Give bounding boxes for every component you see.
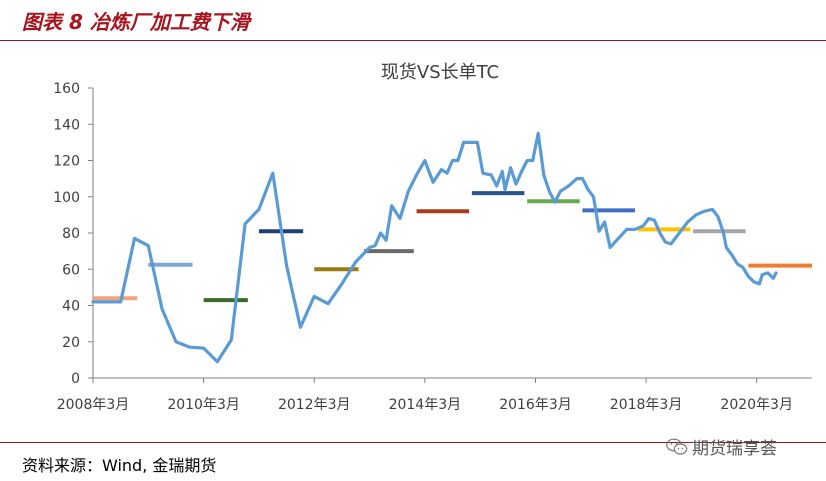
y-tick-label: 140 [53,117,80,133]
top-rule [0,40,826,41]
x-tick-label: 2008年3月 [57,397,130,413]
x-tick-label: 2014年3月 [389,397,462,413]
wechat-icon [666,438,688,455]
x-tick-label: 2012年3月 [278,397,351,413]
x-tick-label: 2018年3月 [610,397,683,413]
y-tick-label: 160 [53,81,80,97]
spot-tc-line [91,131,778,364]
x-tick-label: 2016年3月 [499,397,572,413]
watermark-text: 期货瑞享荟 [692,439,777,459]
contract-tc-segments [93,191,812,303]
x-axis: 2008年3月 2010年3月 2012年3月 2014年3月 2016年3月 2018年… [57,377,812,413]
y-tick-label: 40 [62,299,80,315]
y-tick-label: 100 [53,190,80,206]
chart-title: 现货VS长单TC [381,62,499,83]
watermark: 期货瑞享荟 [666,434,777,459]
y-axis: 0 20 40 60 80 100 120 140 160 [53,81,94,387]
y-tick-label: 20 [62,335,80,351]
y-tick-label: 80 [62,226,80,242]
x-tick-label: 2010年3月 [167,397,240,413]
y-tick-label: 0 [71,371,80,387]
y-tick-label: 120 [53,154,80,170]
spot-tc-series [91,131,778,364]
figure-title: 图表 8 冶炼厂加工费下滑 [22,10,250,34]
x-tick-label: 2020年3月 [720,397,793,413]
source-note: 资料来源：Wind, 金瑞期货 [22,456,217,475]
bottom-rule [0,442,826,443]
y-tick-label: 60 [62,262,80,278]
